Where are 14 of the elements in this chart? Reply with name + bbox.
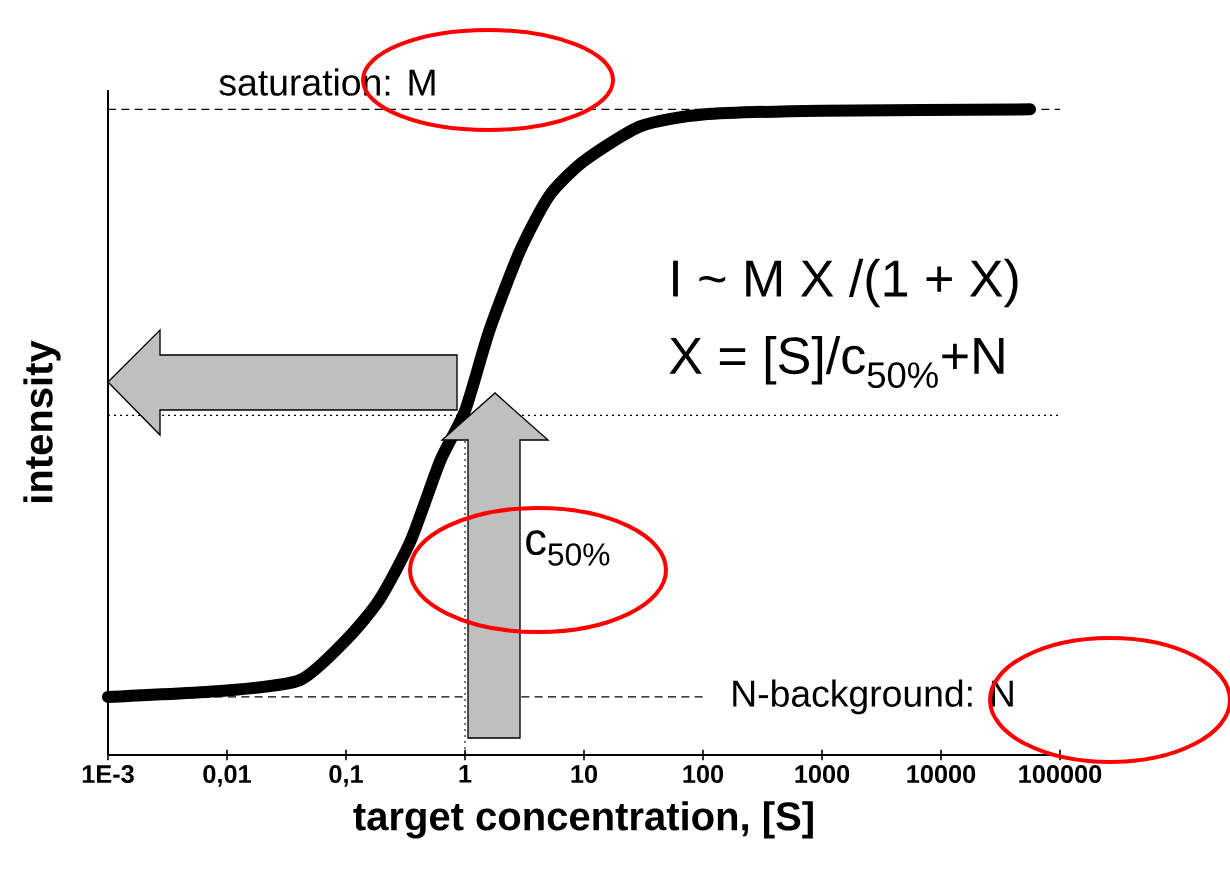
- x-tick-label: 1: [459, 765, 472, 783]
- y-axis-title: intensity: [23, 340, 61, 502]
- x-tick-label: 10: [571, 765, 598, 783]
- annotation: I ~ M X /(1 + X): [673, 258, 1018, 308]
- x-tick-label: 0,01: [203, 765, 251, 787]
- x-tick-label: 10000: [907, 765, 976, 783]
- x-tick-label: 1E-3: [82, 765, 134, 784]
- annotation: X = [S]/c$_{50%}$+N: [669, 335, 1004, 389]
- x-tick-label: 100: [683, 765, 724, 783]
- x-tick-label: 0,1: [329, 765, 363, 787]
- x-tick-label: 1000: [795, 765, 850, 783]
- x-tick-label: 100000: [1019, 765, 1102, 783]
- x-axis-title: target concentration, [S]: [353, 801, 813, 839]
- annotation: c$_{50%}$: [526, 530, 610, 566]
